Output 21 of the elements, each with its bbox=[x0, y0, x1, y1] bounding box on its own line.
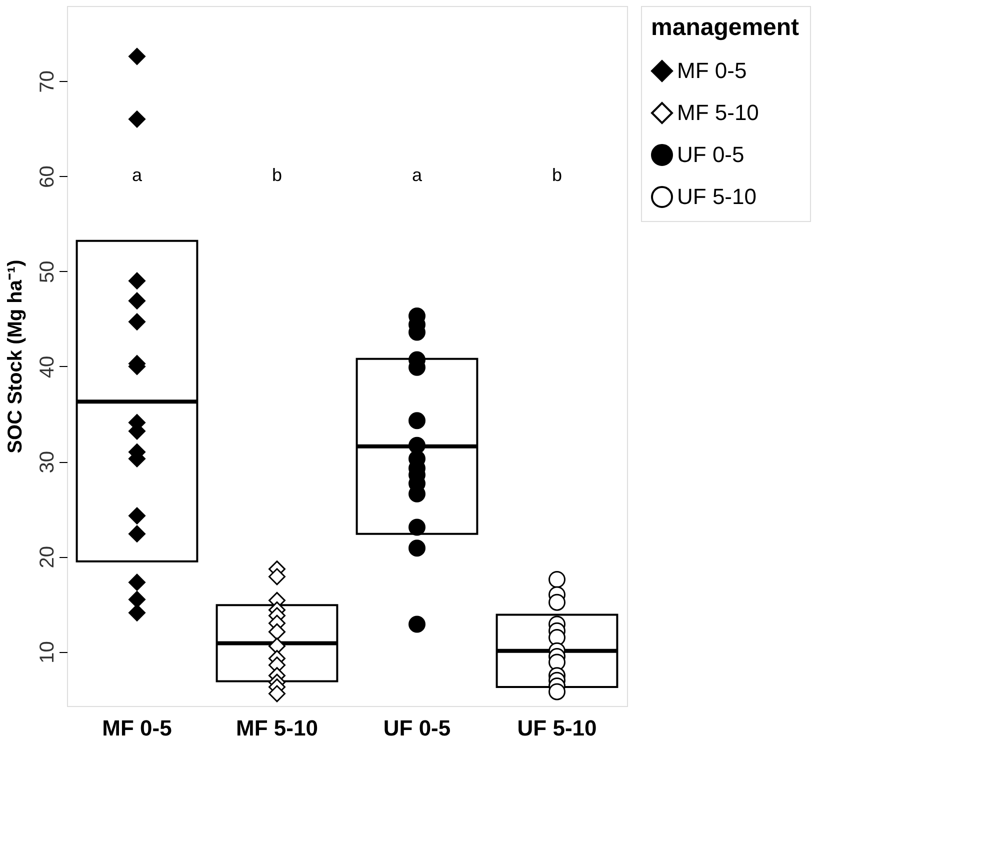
annotation: b bbox=[552, 165, 562, 186]
legend-label: UF 5-10 bbox=[677, 184, 756, 209]
legend-label: MF 0-5 bbox=[677, 58, 747, 83]
y-axis-title: SOC Stock (Mg ha⁻¹) bbox=[4, 260, 26, 454]
y-tick-label: 60 bbox=[36, 166, 58, 188]
x-tick-label: UF 5-10 bbox=[517, 716, 597, 740]
legend-label: UF 0-5 bbox=[677, 142, 744, 167]
x-tick-label: UF 0-5 bbox=[383, 716, 451, 740]
annotation: a bbox=[412, 165, 423, 186]
legend-title: management bbox=[651, 14, 800, 41]
y-tick-label: 10 bbox=[36, 641, 58, 664]
y-tick-label: 30 bbox=[36, 450, 58, 474]
x-tick-label: MF 0-5 bbox=[102, 716, 172, 740]
y-tick-label: 70 bbox=[36, 70, 58, 93]
annotation: a bbox=[132, 165, 143, 186]
legend-label: MF 5-10 bbox=[677, 100, 759, 125]
y-tick-label: 40 bbox=[36, 356, 58, 378]
y-tick-label: 20 bbox=[36, 546, 58, 568]
x-tick-label: MF 5-10 bbox=[236, 716, 318, 740]
y-tick-label: 50 bbox=[36, 260, 58, 283]
annotation: b bbox=[272, 165, 282, 186]
